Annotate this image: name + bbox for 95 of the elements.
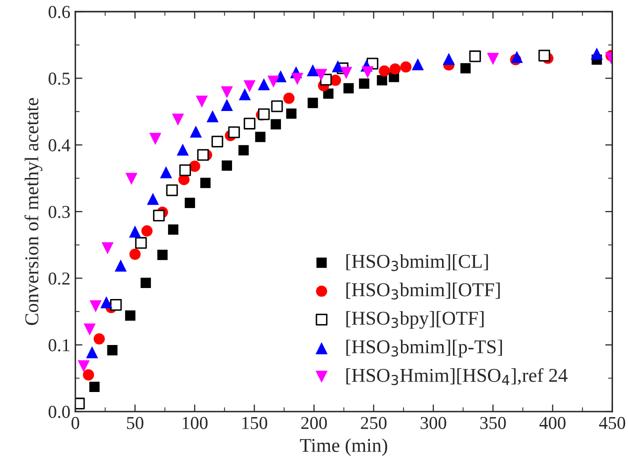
legend-label: [HSO$_{3}$bmim][p-TS] xyxy=(346,340,502,358)
point xyxy=(102,242,114,254)
point xyxy=(323,88,334,99)
point xyxy=(84,324,96,336)
point xyxy=(376,75,388,86)
y-tick-label: 0.0 xyxy=(48,406,70,418)
point xyxy=(157,250,168,260)
legend-label: [HSO$_{3}$Hmim][HSO$_{4}$],ref 24 xyxy=(346,368,568,386)
point xyxy=(125,310,136,321)
x-tick-label: 400 xyxy=(539,416,566,430)
point xyxy=(196,96,208,108)
point xyxy=(125,172,138,185)
point xyxy=(286,108,296,119)
point xyxy=(271,100,283,112)
point xyxy=(129,248,141,260)
x-tick-label: 100 xyxy=(182,416,208,430)
point xyxy=(190,126,202,138)
point xyxy=(200,178,211,188)
point xyxy=(114,260,127,272)
point xyxy=(166,184,178,196)
point xyxy=(283,92,295,104)
x-tick-label: 200 xyxy=(301,416,327,430)
point xyxy=(153,210,165,222)
point xyxy=(306,64,319,76)
point xyxy=(168,224,178,235)
point xyxy=(82,369,94,380)
point xyxy=(343,83,354,94)
point xyxy=(538,50,550,62)
x-tick-label: 50 xyxy=(127,416,144,430)
x-tick-label: 300 xyxy=(420,416,446,430)
legend-label: [HSO$_{3}$bmim][CL] xyxy=(346,254,488,272)
y-tick-label: 0.4 xyxy=(48,139,70,152)
point xyxy=(590,48,603,60)
point xyxy=(179,164,191,176)
point xyxy=(258,78,270,90)
point xyxy=(267,76,280,88)
point xyxy=(146,192,159,205)
point xyxy=(390,63,401,75)
point xyxy=(107,345,118,356)
point xyxy=(238,88,251,100)
point xyxy=(197,149,209,161)
point xyxy=(358,78,370,89)
point xyxy=(86,346,98,358)
point xyxy=(110,299,122,311)
point xyxy=(400,61,412,73)
point xyxy=(315,68,328,81)
point xyxy=(220,98,233,111)
point xyxy=(220,86,233,98)
x-tick-label: 150 xyxy=(242,416,268,430)
x-axis-title: Time (min) xyxy=(300,438,388,456)
point xyxy=(460,63,471,74)
point xyxy=(238,145,249,156)
point xyxy=(362,66,374,78)
y-tick-label: 0.6 xyxy=(48,6,70,18)
legend-label: [HSO$_{3}$bmim][OTF] xyxy=(346,282,500,300)
point xyxy=(160,166,172,178)
point xyxy=(149,132,162,145)
point xyxy=(340,66,352,79)
point xyxy=(94,333,105,344)
point xyxy=(486,52,499,65)
x-tick-label: 250 xyxy=(360,416,387,430)
x-tick-label: 0 xyxy=(72,416,80,430)
point xyxy=(78,360,90,372)
point xyxy=(228,126,240,138)
point xyxy=(206,110,219,122)
point xyxy=(140,278,151,288)
x-tick-label: 350 xyxy=(480,416,506,430)
point xyxy=(510,50,523,63)
y-tick-label: 0.2 xyxy=(48,272,70,285)
point xyxy=(89,382,100,392)
point xyxy=(270,119,281,130)
point xyxy=(176,144,189,156)
point xyxy=(100,296,112,308)
point xyxy=(442,52,455,65)
point xyxy=(141,225,153,237)
legend-label: [HSO$_{3}$bpy][OTF] xyxy=(346,311,484,329)
y-tick-label: 0.3 xyxy=(48,206,70,218)
point xyxy=(222,160,232,171)
point xyxy=(469,50,481,62)
y-tick-label: 0.5 xyxy=(48,72,70,85)
point xyxy=(412,58,424,70)
point xyxy=(172,114,184,126)
point xyxy=(258,108,270,120)
y-tick-label: 0.1 xyxy=(48,339,70,352)
point xyxy=(332,60,344,72)
point xyxy=(378,65,390,77)
point xyxy=(129,226,142,238)
point xyxy=(184,198,196,208)
point xyxy=(308,98,318,108)
point xyxy=(244,80,256,92)
x-tick-label: 450 xyxy=(599,416,626,430)
point xyxy=(90,300,102,312)
point xyxy=(255,132,266,142)
y-axis-title: Conversion of methyl acetate xyxy=(24,98,42,325)
point xyxy=(291,72,304,85)
